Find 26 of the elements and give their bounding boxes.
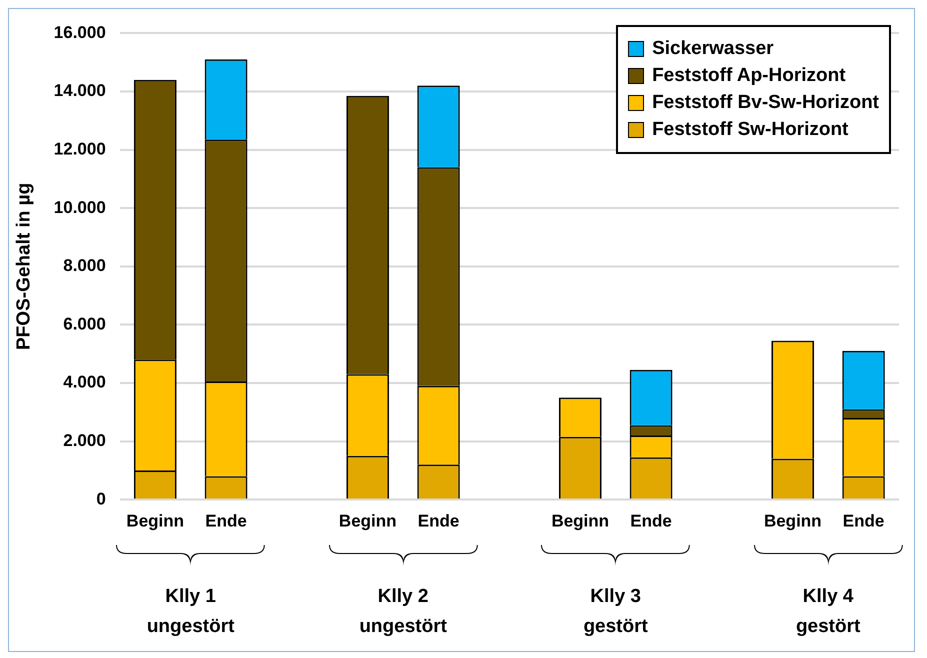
- x-tick-label: Beginn: [551, 511, 610, 530]
- text: Klly 1 ungestört: [146, 585, 236, 639]
- y-tick-label: 4.000: [63, 372, 106, 392]
- text: Klly 3 gestört: [582, 585, 649, 639]
- y-tick-label: 2.000: [63, 430, 106, 450]
- y-tick-label: 8.000: [63, 256, 106, 276]
- text: Klly 4 gestört: [794, 585, 862, 639]
- y-tick-label: 14.000: [54, 81, 106, 100]
- legend-label: Sickerwasser: [652, 38, 774, 60]
- legend-label: Feststoff Bv-Sw-Horizont: [652, 92, 879, 114]
- y-tick-label: 16.000: [54, 22, 106, 42]
- y-tick-label: 6.000: [63, 314, 106, 334]
- x-tick-label: Ende: [205, 511, 247, 530]
- y-tick-label: 12.000: [54, 139, 106, 158]
- text: Klly 2 ungestört: [358, 585, 448, 639]
- x-tick-label: Ende: [630, 511, 672, 530]
- x-tick-label: Ende: [842, 511, 884, 530]
- y-tick-label: 10.000: [54, 198, 106, 217]
- x-tick-label: Beginn: [338, 511, 397, 530]
- legend-label: Feststoff Ap-Horizont: [652, 65, 846, 88]
- legend-label: Feststoff Sw-Horizont: [652, 119, 848, 142]
- x-tick-label: Beginn: [126, 511, 184, 530]
- y-tick-label: 0: [96, 489, 106, 508]
- y-axis-title: PFOS-Gehalt in µg: [14, 182, 35, 350]
- x-tick-label: Beginn: [764, 511, 822, 530]
- x-tick-label: Ende: [418, 511, 460, 530]
